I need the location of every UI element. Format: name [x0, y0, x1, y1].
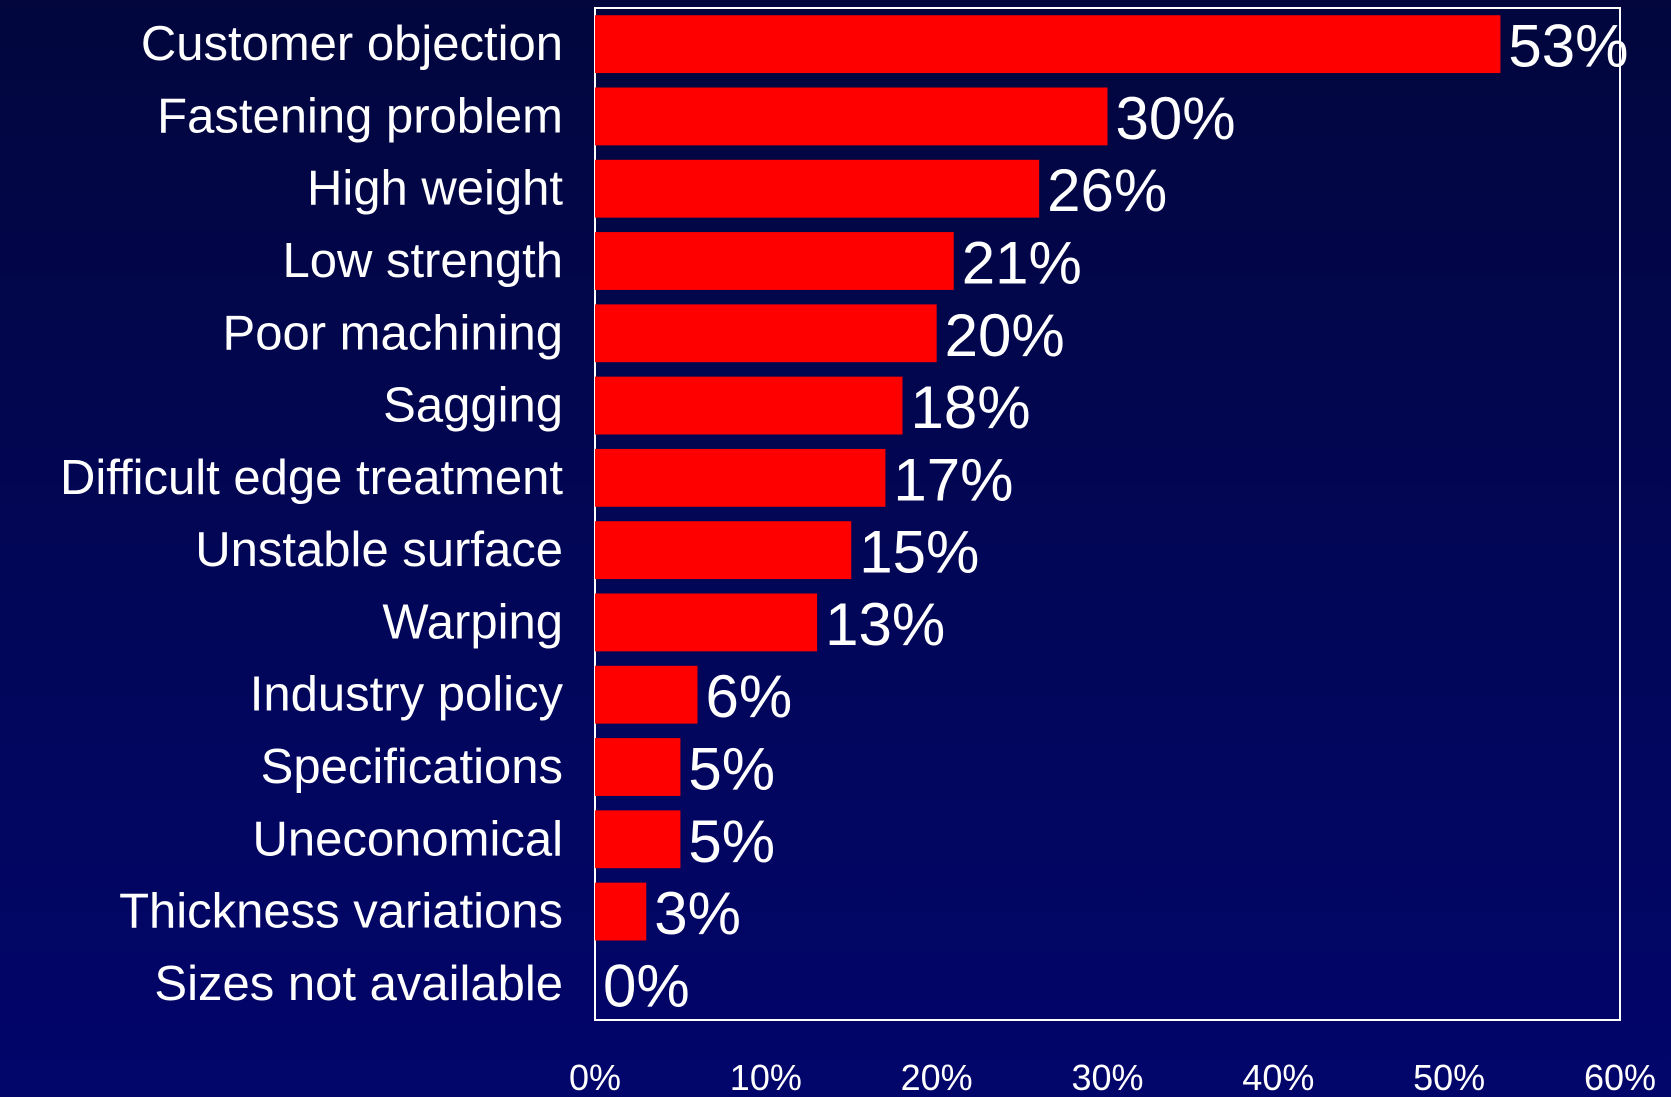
value-label: 0%	[603, 952, 690, 1019]
value-label: 13%	[825, 591, 945, 658]
value-labels: 53%30%26%21%20%18%17%15%13%6%5%5%3%0%	[603, 13, 1629, 1020]
value-label: 15%	[859, 519, 979, 586]
value-label: 30%	[1116, 85, 1236, 152]
category-label: Uneconomical	[253, 812, 564, 866]
category-label: Industry policy	[250, 668, 564, 722]
bar	[595, 882, 647, 941]
value-label: 17%	[893, 446, 1013, 513]
bar	[595, 159, 1040, 218]
x-tick-label: 50%	[1413, 1057, 1485, 1097]
category-label: Warping	[382, 595, 563, 649]
bar	[595, 810, 681, 869]
plot-frame	[594, 7, 1621, 1021]
value-label: 5%	[688, 736, 775, 803]
category-label: High weight	[307, 162, 563, 216]
value-label: 21%	[962, 230, 1082, 297]
category-labels: Customer objection Fastening problem High …	[60, 17, 563, 1011]
category-label: Sizes not available	[154, 957, 563, 1011]
x-tick-label: 60%	[1584, 1057, 1656, 1097]
value-label: 6%	[706, 663, 793, 730]
value-label: 53%	[1508, 13, 1628, 80]
value-label: 5%	[688, 808, 775, 875]
x-tick-label: 0%	[569, 1057, 621, 1097]
bar	[595, 448, 886, 507]
x-tick-label: 40%	[1242, 1057, 1314, 1097]
value-label: 26%	[1047, 157, 1167, 224]
category-label: Specifications	[261, 740, 563, 794]
category-label: Unstable surface	[195, 523, 563, 577]
value-label: 18%	[911, 374, 1031, 441]
x-tick-label: 20%	[901, 1057, 973, 1097]
value-label: 3%	[654, 880, 741, 947]
category-label: Customer objection	[141, 17, 563, 71]
bar	[595, 376, 903, 435]
bar	[595, 593, 818, 652]
x-tick-label: 30%	[1071, 1057, 1143, 1097]
category-label: Low strength	[282, 234, 563, 288]
bar	[595, 521, 852, 580]
bar	[595, 232, 954, 290]
category-label: Fastening problem	[157, 89, 563, 143]
bar	[595, 15, 1501, 74]
bar	[595, 87, 1108, 146]
bar	[595, 665, 698, 724]
bar	[595, 304, 937, 363]
bars-group	[595, 15, 1501, 941]
x-tick-label: 10%	[730, 1057, 802, 1097]
value-label: 20%	[945, 302, 1065, 369]
category-label: Thickness variations	[119, 885, 563, 939]
x-axis-ticks: 0% 10% 20% 30% 40% 50% 60%	[569, 1057, 1656, 1097]
category-label: Difficult edge treatment	[60, 451, 563, 505]
category-label: Sagging	[383, 379, 563, 433]
bar	[595, 738, 681, 796]
category-label: Poor machining	[223, 306, 563, 360]
